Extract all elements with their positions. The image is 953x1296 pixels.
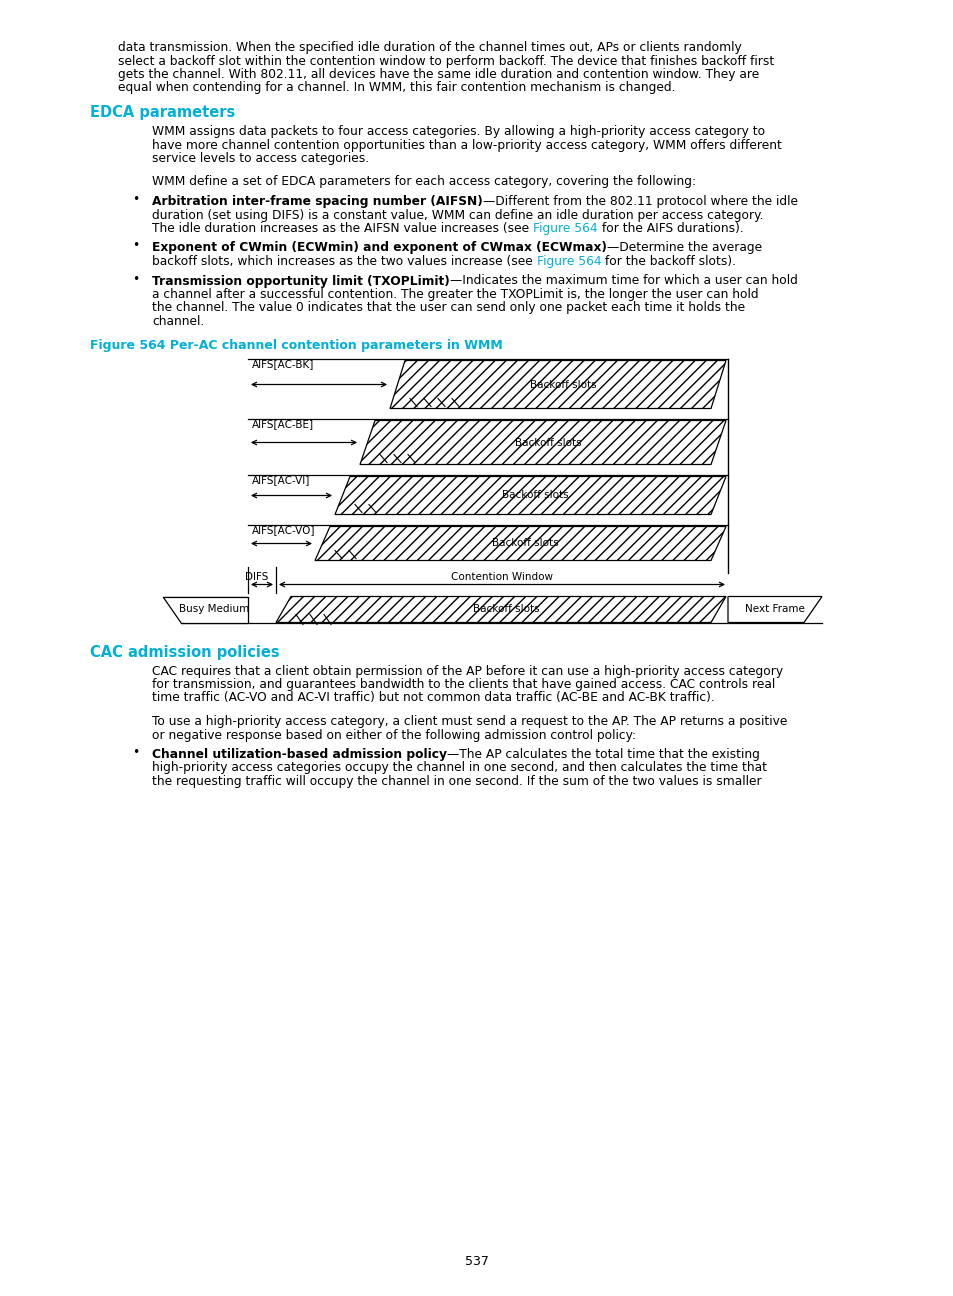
- Text: Busy Medium: Busy Medium: [179, 604, 250, 614]
- Text: channel.: channel.: [152, 315, 204, 328]
- Text: CAC requires that a client obtain permission of the AP before it can use a high-: CAC requires that a client obtain permis…: [152, 665, 782, 678]
- Text: for the AIFS durations).: for the AIFS durations).: [597, 222, 742, 235]
- Text: —Indicates the maximum time for which a user can hold: —Indicates the maximum time for which a …: [449, 275, 797, 288]
- Text: •: •: [132, 240, 139, 253]
- Text: for the backoff slots).: for the backoff slots).: [600, 255, 736, 268]
- Text: EDCA parameters: EDCA parameters: [90, 105, 235, 121]
- Text: AIFS[AC-BK]: AIFS[AC-BK]: [252, 359, 314, 369]
- Text: equal when contending for a channel. In WMM, this fair contention mechanism is c: equal when contending for a channel. In …: [118, 82, 675, 95]
- Text: •: •: [132, 272, 139, 285]
- Text: —Different from the 802.11 protocol where the idle: —Different from the 802.11 protocol wher…: [482, 194, 797, 207]
- Text: gets the channel. With 802.11, all devices have the same idle duration and conte: gets the channel. With 802.11, all devic…: [118, 67, 759, 80]
- Text: —The AP calculates the total time that the existing: —The AP calculates the total time that t…: [447, 748, 760, 761]
- Text: DIFS: DIFS: [245, 572, 268, 582]
- Text: a channel after a successful contention. The greater the TXOPLimit is, the longe: a channel after a successful contention.…: [152, 288, 758, 301]
- Text: Backoff slots: Backoff slots: [515, 438, 580, 447]
- Polygon shape: [275, 596, 725, 622]
- Text: WMM assigns data packets to four access categories. By allowing a high-priority : WMM assigns data packets to four access …: [152, 124, 764, 137]
- Text: Transmission opportunity limit (TXOPLimit): Transmission opportunity limit (TXOPLimi…: [152, 275, 449, 288]
- Text: Figure 564 Per-AC channel contention parameters in WMM: Figure 564 Per-AC channel contention par…: [90, 338, 502, 351]
- Text: AIFS[AC-VO]: AIFS[AC-VO]: [252, 525, 315, 535]
- Text: Channel utilization-based admission policy: Channel utilization-based admission poli…: [152, 748, 447, 761]
- Polygon shape: [163, 596, 248, 622]
- Text: 537: 537: [464, 1255, 489, 1267]
- Text: service levels to access categories.: service levels to access categories.: [152, 152, 369, 165]
- Text: AIFS[AC-BE]: AIFS[AC-BE]: [252, 420, 314, 429]
- Polygon shape: [335, 477, 725, 515]
- Text: Figure 564: Figure 564: [533, 222, 597, 235]
- Text: time traffic (AC-VO and AC-VI traffic) but not common data traffic (AC-BE and AC: time traffic (AC-VO and AC-VI traffic) b…: [152, 692, 714, 705]
- Text: Exponent of CWmin (ECWmin) and exponent of CWmax (ECWmax): Exponent of CWmin (ECWmin) and exponent …: [152, 241, 606, 254]
- Text: Backoff slots: Backoff slots: [501, 490, 568, 500]
- Text: Next Frame: Next Frame: [744, 604, 804, 614]
- Text: Contention Window: Contention Window: [451, 572, 553, 582]
- Text: —Determine the average: —Determine the average: [606, 241, 761, 254]
- Text: backoff slots, which increases as the two values increase (see: backoff slots, which increases as the tw…: [152, 255, 536, 268]
- Polygon shape: [727, 596, 821, 622]
- Text: WMM define a set of EDCA parameters for each access category, covering the follo: WMM define a set of EDCA parameters for …: [152, 175, 696, 188]
- Text: The idle duration increases as the AIFSN value increases (see: The idle duration increases as the AIFSN…: [152, 222, 533, 235]
- Text: Backoff slots: Backoff slots: [492, 539, 558, 548]
- Text: Backoff slots: Backoff slots: [529, 380, 596, 390]
- Text: select a backoff slot within the contention window to perform backoff. The devic: select a backoff slot within the content…: [118, 54, 774, 67]
- Text: high-priority access categories occupy the channel in one second, and then calcu: high-priority access categories occupy t…: [152, 762, 766, 775]
- Text: data transmission. When the specified idle duration of the channel times out, AP: data transmission. When the specified id…: [118, 41, 741, 54]
- Text: Arbitration inter-frame spacing number (AIFSN): Arbitration inter-frame spacing number (…: [152, 194, 482, 207]
- Text: the channel. The value 0 indicates that the user can send only one packet each t: the channel. The value 0 indicates that …: [152, 302, 744, 315]
- Text: the requesting traffic will occupy the channel in one second. If the sum of the : the requesting traffic will occupy the c…: [152, 775, 760, 788]
- Text: •: •: [132, 193, 139, 206]
- Text: CAC admission policies: CAC admission policies: [90, 644, 279, 660]
- Text: Backoff slots: Backoff slots: [472, 604, 538, 614]
- Polygon shape: [314, 526, 725, 560]
- Text: AIFS[AC-VI]: AIFS[AC-VI]: [252, 476, 310, 486]
- Text: for transmission, and guarantees bandwidth to the clients that have gained acces: for transmission, and guarantees bandwid…: [152, 678, 775, 691]
- Text: duration (set using DIFS) is a constant value, WMM can define an idle duration p: duration (set using DIFS) is a constant …: [152, 209, 762, 222]
- Text: Figure 564: Figure 564: [536, 255, 600, 268]
- Text: •: •: [132, 746, 139, 759]
- Polygon shape: [390, 360, 725, 408]
- Text: have more channel contention opportunities than a low-priority access category, : have more channel contention opportuniti…: [152, 139, 781, 152]
- Text: or negative response based on either of the following admission control policy:: or negative response based on either of …: [152, 728, 636, 741]
- Text: To use a high-priority access category, a client must send a request to the AP. : To use a high-priority access category, …: [152, 715, 786, 728]
- Polygon shape: [359, 420, 725, 464]
